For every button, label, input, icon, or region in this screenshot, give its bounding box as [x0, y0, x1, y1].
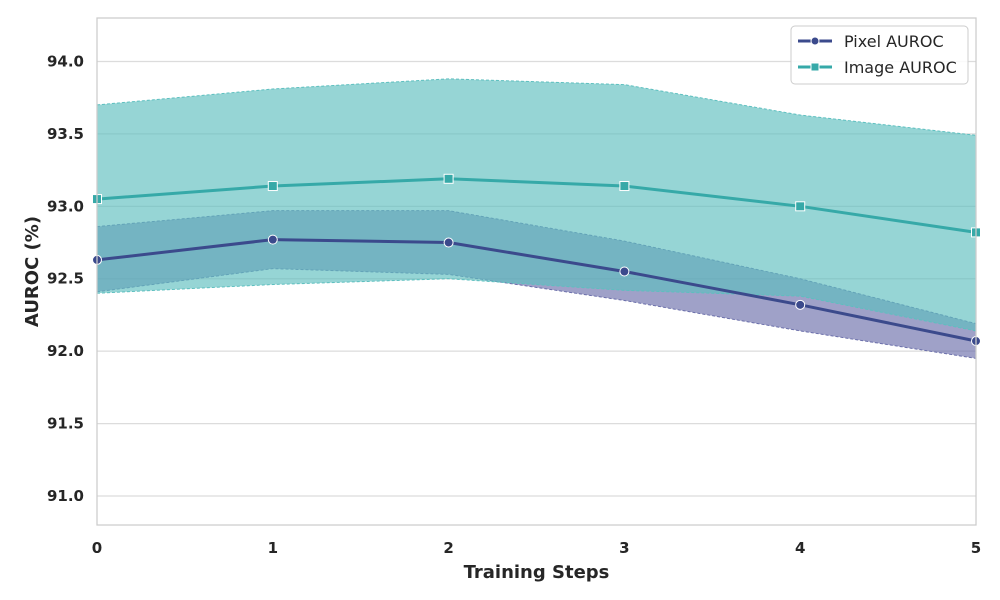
marker-image-auroc: [443, 173, 454, 184]
line-image-auroc: [96, 177, 977, 234]
y-axis-title: AUROC (%): [22, 216, 43, 327]
x-tick-label: 1: [268, 539, 278, 557]
y-tick-label: 93.0: [47, 197, 84, 215]
x-tick-label: 4: [795, 539, 805, 557]
legend-marker-pixel: [810, 36, 820, 46]
y-tick-labels: 91.0 91.5 92.0 92.5 93.0 93.5 94.0: [47, 52, 84, 505]
marker-image-auroc: [619, 181, 630, 192]
marker-pixel-auroc: [267, 234, 278, 245]
line-pixel-auroc: [96, 238, 977, 343]
band-image-auroc: [97, 78, 976, 331]
y-tick-label: 92.5: [47, 270, 84, 288]
y-tick-label: 92.0: [47, 342, 84, 360]
y-tick-label: 94.0: [47, 52, 84, 70]
legend-label-image: Image AUROC: [844, 58, 957, 77]
y-tick-label: 91.0: [47, 487, 84, 505]
legend: Pixel AUROC Image AUROC: [790, 25, 969, 85]
marker-pixel-auroc: [795, 299, 806, 310]
legend-marker-image: [810, 62, 820, 72]
band-lower-edge: [96, 278, 977, 332]
band-upper-edge: [96, 78, 977, 136]
marker-image-auroc: [267, 181, 278, 192]
marker-pixel-auroc: [443, 237, 454, 248]
x-tick-label: 3: [619, 539, 629, 557]
plot-area-frame: [96, 17, 977, 526]
x-tick-label: 0: [92, 539, 102, 557]
legend-box: [790, 25, 969, 85]
x-tick-label: 5: [971, 539, 981, 557]
legend-label-pixel: Pixel AUROC: [844, 32, 944, 51]
confidence-bands: [96, 78, 977, 359]
y-tick-label: 93.5: [47, 125, 84, 143]
y-tick-label: 91.5: [47, 415, 84, 433]
x-tick-labels: 0 1 2 3 4 5: [92, 539, 981, 557]
x-axis-title: Training Steps: [464, 562, 610, 583]
series-lines: [96, 177, 977, 343]
x-tick-label: 2: [443, 539, 453, 557]
marker-pixel-auroc: [619, 266, 630, 277]
marker-image-auroc: [795, 201, 806, 212]
